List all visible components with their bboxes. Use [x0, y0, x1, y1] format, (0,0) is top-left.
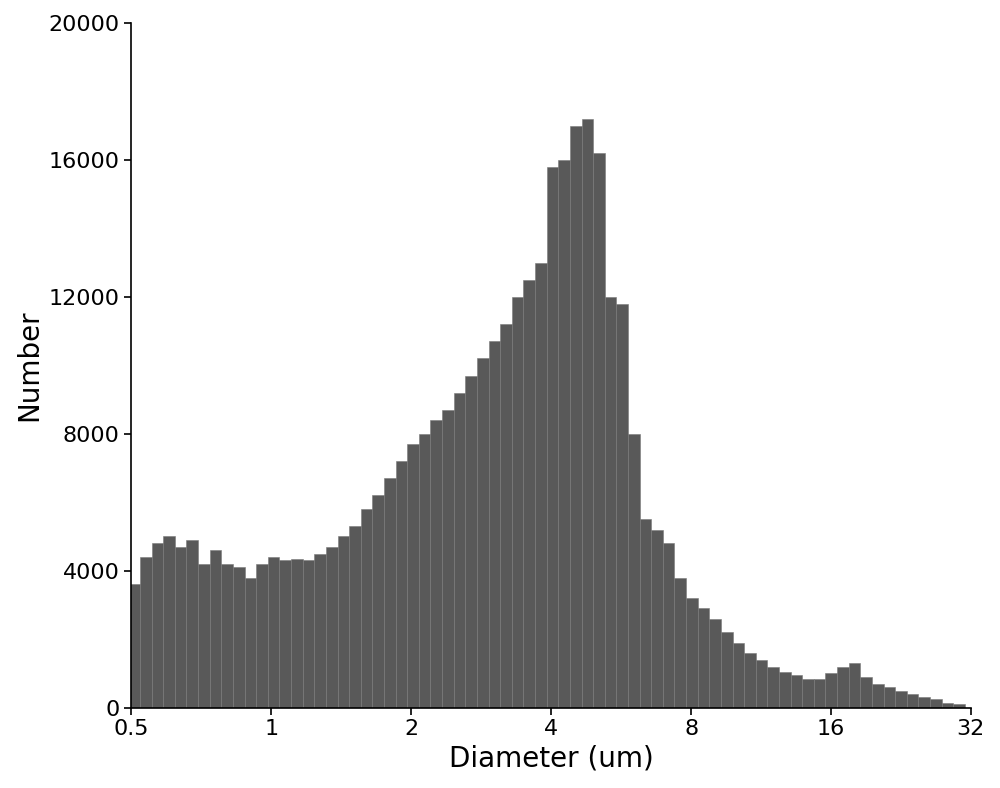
Bar [837, 667, 849, 708]
Bar [349, 526, 361, 708]
Bar [419, 433, 430, 708]
Bar [256, 564, 268, 708]
Bar [338, 537, 349, 708]
Bar [593, 153, 605, 708]
Bar [384, 478, 396, 708]
Bar [396, 461, 407, 708]
Bar [616, 303, 628, 708]
Bar [245, 578, 256, 708]
Bar [767, 667, 779, 708]
Bar [233, 567, 245, 708]
Bar [640, 519, 651, 708]
Bar [953, 704, 965, 708]
Bar [791, 675, 802, 708]
Bar [651, 530, 663, 708]
Bar [860, 677, 872, 708]
Bar [884, 687, 895, 708]
Bar [500, 324, 512, 708]
Bar [175, 547, 186, 708]
Bar [128, 585, 140, 708]
Bar [152, 543, 163, 708]
Bar [372, 496, 384, 708]
Bar [802, 678, 814, 708]
Bar [535, 262, 547, 708]
Bar [779, 671, 791, 708]
Bar [303, 560, 314, 708]
Bar [523, 280, 535, 708]
Bar [698, 608, 709, 708]
Bar [547, 167, 558, 708]
Bar [430, 420, 442, 708]
Bar [454, 392, 465, 708]
Bar [756, 660, 767, 708]
Bar [407, 444, 419, 708]
Bar [221, 564, 233, 708]
Bar [930, 699, 942, 708]
Bar [825, 674, 837, 708]
Bar [442, 410, 454, 708]
Bar [918, 697, 930, 708]
X-axis label: Diameter (um): Diameter (um) [449, 745, 654, 773]
Bar [674, 578, 686, 708]
Bar [721, 632, 733, 708]
Bar [570, 126, 582, 708]
Bar [279, 560, 291, 708]
Bar [558, 160, 570, 708]
Bar [605, 297, 616, 708]
Bar [709, 619, 721, 708]
Bar [628, 433, 640, 708]
Bar [361, 509, 372, 708]
Bar [582, 119, 593, 708]
Bar [663, 543, 674, 708]
Bar [814, 678, 825, 708]
Bar [942, 703, 953, 708]
Bar [512, 297, 523, 708]
Bar [198, 564, 210, 708]
Y-axis label: Number: Number [15, 310, 43, 421]
Bar [163, 537, 175, 708]
Bar [268, 557, 279, 708]
Bar [186, 540, 198, 708]
Bar [872, 684, 884, 708]
Bar [210, 550, 221, 708]
Bar [291, 559, 303, 708]
Bar [686, 598, 698, 708]
Bar [477, 359, 489, 708]
Bar [326, 547, 338, 708]
Bar [733, 642, 744, 708]
Bar [744, 653, 756, 708]
Bar [314, 554, 326, 708]
Bar [849, 663, 860, 708]
Bar [465, 376, 477, 708]
Bar [895, 690, 907, 708]
Bar [489, 341, 500, 708]
Bar [140, 557, 152, 708]
Bar [907, 694, 918, 708]
